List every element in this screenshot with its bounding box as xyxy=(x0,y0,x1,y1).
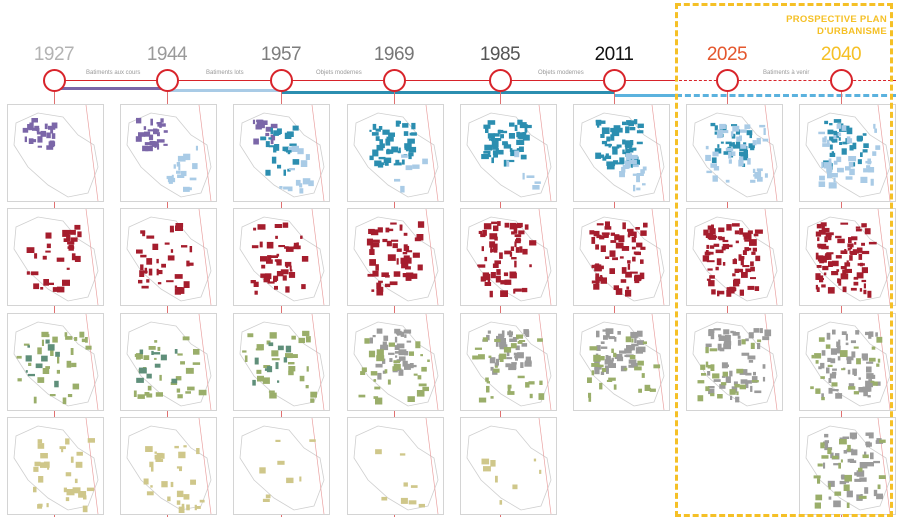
site-plan-drawing xyxy=(239,209,325,305)
plan-map-agricultural-plots-2040 xyxy=(799,417,896,515)
site-plan-drawing xyxy=(692,314,778,410)
plan-map-built-footprint-2025 xyxy=(686,208,783,306)
site-plan-drawing xyxy=(805,418,891,514)
year-label-1985: 1985 xyxy=(479,44,521,65)
plan-map-agricultural-plots-1927 xyxy=(7,417,104,515)
site-plan-drawing xyxy=(353,209,439,305)
plan-map-buildings-evolution-2040 xyxy=(799,104,896,202)
site-plan-drawing xyxy=(126,418,212,514)
plan-map-agricultural-plots-1969 xyxy=(347,417,444,515)
plan-map-green-spaces-1927 xyxy=(7,313,104,411)
site-plan-drawing xyxy=(692,105,778,201)
plan-map-built-footprint-1944 xyxy=(120,208,217,306)
prospective-plan-title: PROSPECTIVE PLAN D'URBANISME xyxy=(712,14,887,38)
plan-map-buildings-evolution-1985 xyxy=(460,104,557,202)
plan-map-green-spaces-1969 xyxy=(347,313,444,411)
plan-map-buildings-evolution-1957 xyxy=(233,104,330,202)
plan-map-green-spaces-2011 xyxy=(573,313,670,411)
plan-map-built-footprint-1969 xyxy=(347,208,444,306)
timeline-segment-sky xyxy=(614,94,676,97)
timeline-node-1944[interactable] xyxy=(156,69,179,92)
timeline-label-3: Objets modernes xyxy=(316,70,362,76)
site-plan-drawing xyxy=(353,314,439,410)
timeline-segment-purple xyxy=(54,87,167,90)
site-plan-drawing xyxy=(13,105,99,201)
plan-map-agricultural-plots-1957 xyxy=(233,417,330,515)
year-label-2011: 2011 xyxy=(594,44,634,65)
timeline-node-2011[interactable] xyxy=(603,69,626,92)
plan-map-buildings-evolution-1927 xyxy=(7,104,104,202)
site-plan-drawing xyxy=(353,418,439,514)
plan-map-built-footprint-1957 xyxy=(233,208,330,306)
plan-map-green-spaces-2025 xyxy=(686,313,783,411)
plan-map-green-spaces-1944 xyxy=(120,313,217,411)
plan-map-buildings-evolution-2025 xyxy=(686,104,783,202)
site-plan-drawing xyxy=(805,105,891,201)
timeline-segment-lightblue xyxy=(167,89,287,92)
timeline-node-1957[interactable] xyxy=(270,69,293,92)
timeline-node-2040[interactable] xyxy=(830,69,853,92)
timeline-axis-future xyxy=(674,80,896,81)
site-plan-drawing xyxy=(13,209,99,305)
site-plan-drawing xyxy=(579,209,665,305)
plan-map-green-spaces-1985 xyxy=(460,313,557,411)
plan-map-built-footprint-1985 xyxy=(460,208,557,306)
plan-map-green-spaces-2040 xyxy=(799,313,896,411)
timeline-node-1927[interactable] xyxy=(43,69,66,92)
prospective-title-line1: PROSPECTIVE PLAN xyxy=(786,14,887,25)
site-plan-drawing xyxy=(805,314,891,410)
site-plan-drawing xyxy=(466,418,552,514)
site-plan-drawing xyxy=(579,105,665,201)
timeline-label-2: Batiments lots xyxy=(206,70,244,76)
site-plan-drawing xyxy=(239,105,325,201)
timeline-segment-sky-future xyxy=(676,94,896,97)
site-plan-drawing xyxy=(126,209,212,305)
site-plan-drawing xyxy=(466,209,552,305)
prospective-plan-frame xyxy=(675,3,893,517)
year-label-1969: 1969 xyxy=(373,44,415,65)
site-plan-drawing xyxy=(805,209,891,305)
timeline-node-1985[interactable] xyxy=(489,69,512,92)
year-label-1944: 1944 xyxy=(146,44,188,65)
site-plan-drawing xyxy=(579,314,665,410)
timeline-node-1969[interactable] xyxy=(383,69,406,92)
plan-map-built-footprint-2011 xyxy=(573,208,670,306)
site-plan-drawing xyxy=(13,314,99,410)
year-label-1927: 1927 xyxy=(33,44,75,65)
year-label-1957: 1957 xyxy=(260,44,302,65)
plan-map-buildings-evolution-1944 xyxy=(120,104,217,202)
timeline-axis xyxy=(54,80,674,81)
timeline-node-2025[interactable] xyxy=(716,69,739,92)
site-plan-drawing xyxy=(692,209,778,305)
timeline-segment-teal xyxy=(281,91,614,94)
plan-map-buildings-evolution-2011 xyxy=(573,104,670,202)
plan-map-built-footprint-2040 xyxy=(799,208,896,306)
year-label-2025: 2025 xyxy=(706,44,748,65)
site-plan-drawing xyxy=(13,418,99,514)
plan-map-agricultural-plots-1985 xyxy=(460,417,557,515)
site-plan-drawing xyxy=(466,314,552,410)
prospective-title-line2: D'URBANISME xyxy=(817,26,887,37)
site-plan-drawing xyxy=(126,314,212,410)
site-plan-drawing xyxy=(239,418,325,514)
plan-map-built-footprint-1927 xyxy=(7,208,104,306)
timeline-label-4: Objets modernes xyxy=(538,70,584,76)
site-plan-drawing xyxy=(126,105,212,201)
timeline-label-5: Batiments à venir xyxy=(763,70,810,76)
plan-map-green-spaces-1957 xyxy=(233,313,330,411)
site-plan-drawing xyxy=(239,314,325,410)
year-label-2040: 2040 xyxy=(820,44,862,65)
site-plan-drawing xyxy=(466,105,552,201)
plan-map-agricultural-plots-1944 xyxy=(120,417,217,515)
plan-map-buildings-evolution-1969 xyxy=(347,104,444,202)
site-plan-drawing xyxy=(353,105,439,201)
timeline-label-1: Batiments aux cours xyxy=(86,70,141,76)
